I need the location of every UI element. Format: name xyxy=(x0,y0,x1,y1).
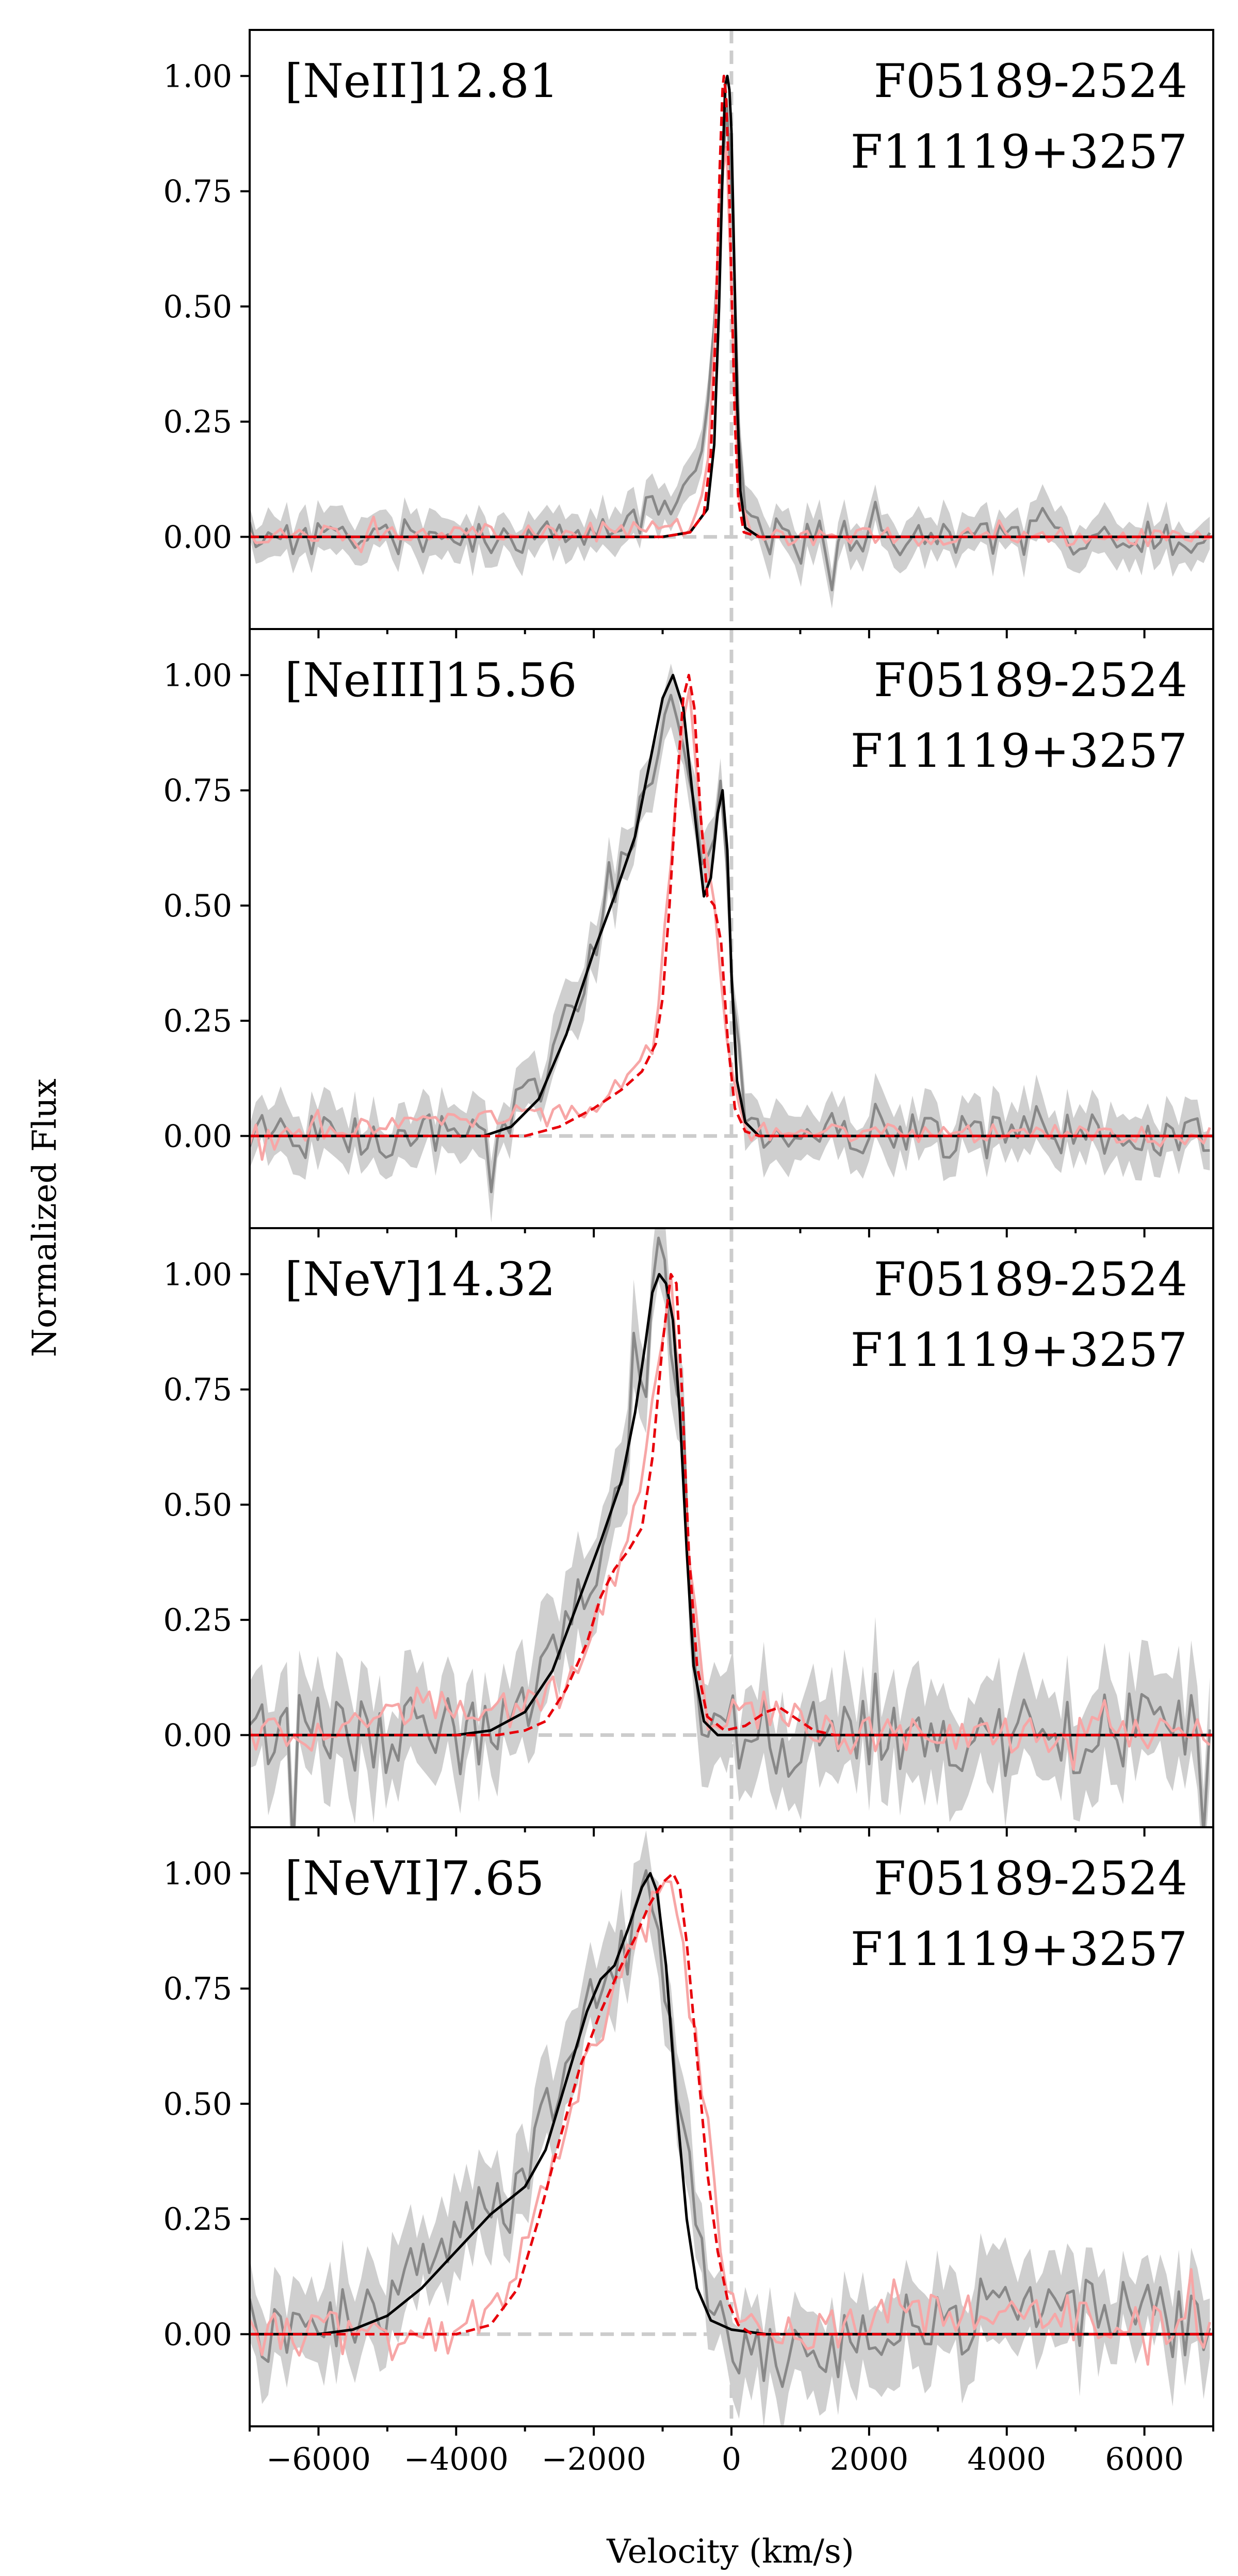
plot-area xyxy=(250,1827,1213,2426)
legend-entry-2: F11119+3257 xyxy=(851,125,1187,179)
panel-title: [NeIII]15.56 xyxy=(285,653,577,707)
x-axis-label: Velocity (km/s) xyxy=(606,2533,854,2571)
y-tick-label: 0.75 xyxy=(163,174,232,210)
x-tick-label: −2000 xyxy=(542,2441,646,2477)
y-tick-label: 1.00 xyxy=(163,58,232,94)
legend-entry-1: F05189-2524 xyxy=(874,54,1187,108)
model-line-2 xyxy=(250,673,1213,1137)
x-tick-label: 6000 xyxy=(1105,2441,1184,2477)
panel-title: [NeV]14.32 xyxy=(285,1252,556,1307)
x-tick-label: 4000 xyxy=(967,2441,1046,2477)
y-tick-label: 1.00 xyxy=(163,657,232,694)
legend-entry-2: F11119+3257 xyxy=(851,1323,1187,1377)
y-tick-label: 0.75 xyxy=(163,1372,232,1408)
data-spectrum-2 xyxy=(250,1880,1211,2366)
panel-4: 0.00 0.25 0.50 0.75 1.00 [NeVI]7.65 F05189-252… xyxy=(163,1826,1214,2436)
y-tick-label: 0.25 xyxy=(163,1602,232,1638)
x-tick-label: −6000 xyxy=(266,2441,371,2477)
legend-entry-2: F11119+3257 xyxy=(851,1922,1187,1976)
legend-entry-1: F05189-2524 xyxy=(874,1252,1187,1307)
model-line-1 xyxy=(250,673,1213,1137)
y-tick-label: 0.75 xyxy=(163,773,232,809)
y-tick-label: 0.50 xyxy=(163,1487,232,1523)
x-tick-label: −4000 xyxy=(404,2441,509,2477)
y-tick-label: 0.00 xyxy=(163,519,232,555)
y-tick-label: 0.75 xyxy=(163,1971,232,2007)
y-tick-label: 0.50 xyxy=(163,2086,232,2122)
data-spectrum-1 xyxy=(250,99,1211,591)
legend-entry-2: F11119+3257 xyxy=(851,724,1187,778)
x-tick-label: 2000 xyxy=(830,2441,909,2477)
y-tick-label: 0.25 xyxy=(163,1003,232,1039)
y-tick-label: 1.00 xyxy=(163,1856,232,1892)
panel-title: [NeII]12.81 xyxy=(285,54,559,108)
y-tick-label: 0.25 xyxy=(163,404,232,440)
y-tick-label: 0.00 xyxy=(163,2316,232,2353)
model-line-1 xyxy=(250,1273,1213,1736)
model-line-2 xyxy=(250,1872,1213,2336)
y-axis-label: Normalized Flux xyxy=(26,1078,64,1357)
model-line-1 xyxy=(250,1872,1213,2336)
data-spectrum-2 xyxy=(250,146,1210,553)
y-tick-label: 0.00 xyxy=(163,1118,232,1154)
panel-title: [NeVI]7.65 xyxy=(285,1852,544,1906)
y-tick-label: 0.00 xyxy=(163,1717,232,1753)
y-tick-label: 0.50 xyxy=(163,888,232,924)
plot-area xyxy=(250,30,1213,629)
data-spectrum-2 xyxy=(250,1273,1211,1771)
legend-entry-1: F05189-2524 xyxy=(874,1852,1187,1906)
x-axis: −6000 −4000 −2000 0 2000 4000 6000 xyxy=(266,2441,1184,2477)
x-tick-label: 0 xyxy=(722,2441,741,2477)
y-tick-label: 0.50 xyxy=(163,289,232,325)
uncertainty-band xyxy=(250,85,1210,609)
y-tick-label: 0.25 xyxy=(163,2201,232,2237)
plot-area xyxy=(250,1228,1213,1827)
panel-1: 0.00 0.25 0.50 0.75 1.00 [NeII]12.81 F05189-25… xyxy=(163,29,1214,638)
model-line-1 xyxy=(250,74,1213,538)
plot-area xyxy=(250,629,1213,1228)
data-spectrum-1 xyxy=(250,1869,1211,2388)
legend-entry-1: F05189-2524 xyxy=(874,653,1187,707)
model-line-2 xyxy=(250,74,1213,538)
y-tick-label: 1.00 xyxy=(163,1257,232,1293)
panels: 0.00 0.25 0.50 0.75 1.00 [NeII]12.81 F05189-25… xyxy=(163,29,1214,2436)
